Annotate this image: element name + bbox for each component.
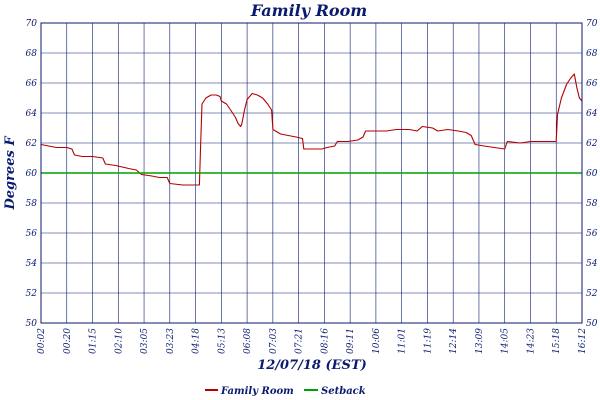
- y-tick-label: 58: [26, 199, 38, 209]
- y-tick-label-right: 66: [586, 79, 598, 89]
- x-tick-label: 03:05: [140, 328, 150, 354]
- y-tick-label-right: 58: [586, 199, 598, 209]
- x-tick-label: 01:15: [89, 328, 99, 354]
- x-tick-label: 00:20: [63, 328, 73, 354]
- y-tick-label-right: 54: [586, 259, 598, 269]
- y-tick-label: 70: [26, 19, 38, 29]
- legend: Family Room Setback: [205, 386, 366, 397]
- series-line-family-room: [40, 73, 583, 186]
- x-tick-label: 12:14: [449, 328, 459, 354]
- x-tick-label: 08:16: [320, 328, 330, 354]
- y-tick-label: 64: [26, 109, 38, 119]
- x-tick-label: 14:05: [501, 328, 511, 354]
- y-tick-label-right: 64: [586, 109, 598, 119]
- y-tick-label-right: 50: [586, 319, 598, 329]
- y-tick-label: 68: [26, 49, 38, 59]
- x-axis-title: 12/07/18 (EST): [257, 358, 367, 373]
- legend-label-setback: Setback: [321, 386, 366, 397]
- x-tick-label: 05:13: [217, 328, 227, 354]
- y-axis-right: 50 52 54 56 58 60 62 64 66 68 70: [586, 19, 598, 329]
- x-tick-label: 03:23: [166, 328, 176, 354]
- y-tick-label: 52: [26, 289, 38, 299]
- x-tick-label: 16:12: [578, 328, 588, 354]
- y-tick-label: 50: [26, 319, 38, 329]
- x-tick-label: 14:23: [526, 328, 536, 354]
- y-tick-label: 56: [26, 229, 38, 239]
- y-tick-label: 54: [26, 259, 38, 269]
- x-tick-label: 11:19: [423, 328, 433, 354]
- y-tick-label-right: 68: [586, 49, 598, 59]
- y-tick-label: 66: [26, 79, 38, 89]
- x-tick-label: 10:06: [372, 328, 382, 354]
- x-tick-label: 15:18: [552, 328, 562, 354]
- x-tick-label: 11:01: [398, 328, 408, 354]
- x-tick-label: 09:11: [346, 328, 356, 354]
- x-tick-label: 00:02: [37, 328, 47, 354]
- plot-frame: [40, 22, 583, 324]
- y-tick-label-right: 70: [586, 19, 598, 29]
- x-tick-label: 07:21: [295, 328, 305, 354]
- y-tick-label-right: 62: [586, 139, 598, 149]
- chart-title: Family Room: [250, 1, 367, 20]
- x-tick-label: 07:03: [269, 328, 279, 354]
- x-tick-label: 02:10: [114, 328, 124, 354]
- legend-label-family-room: Family Room: [220, 386, 294, 397]
- x-tick-label: 13:09: [475, 328, 485, 354]
- y-tick-label: 60: [26, 169, 38, 179]
- y-tick-label: 62: [26, 139, 38, 149]
- x-tick-label: 04:18: [192, 328, 202, 354]
- x-tick-label: 06:08: [243, 328, 253, 354]
- series-layer: [40, 73, 583, 186]
- y-tick-label-right: 60: [586, 169, 598, 179]
- y-axis-title: Degrees F: [3, 136, 18, 211]
- x-axis: 00:02 00:20 01:15 02:10 03:05 03:23 04:18 05:13…: [37, 328, 588, 354]
- y-tick-label-right: 52: [586, 289, 598, 299]
- y-axis-left: 50 52 54 56 58 60 62 64 66 68 70: [26, 19, 38, 329]
- y-tick-label-right: 56: [586, 229, 598, 239]
